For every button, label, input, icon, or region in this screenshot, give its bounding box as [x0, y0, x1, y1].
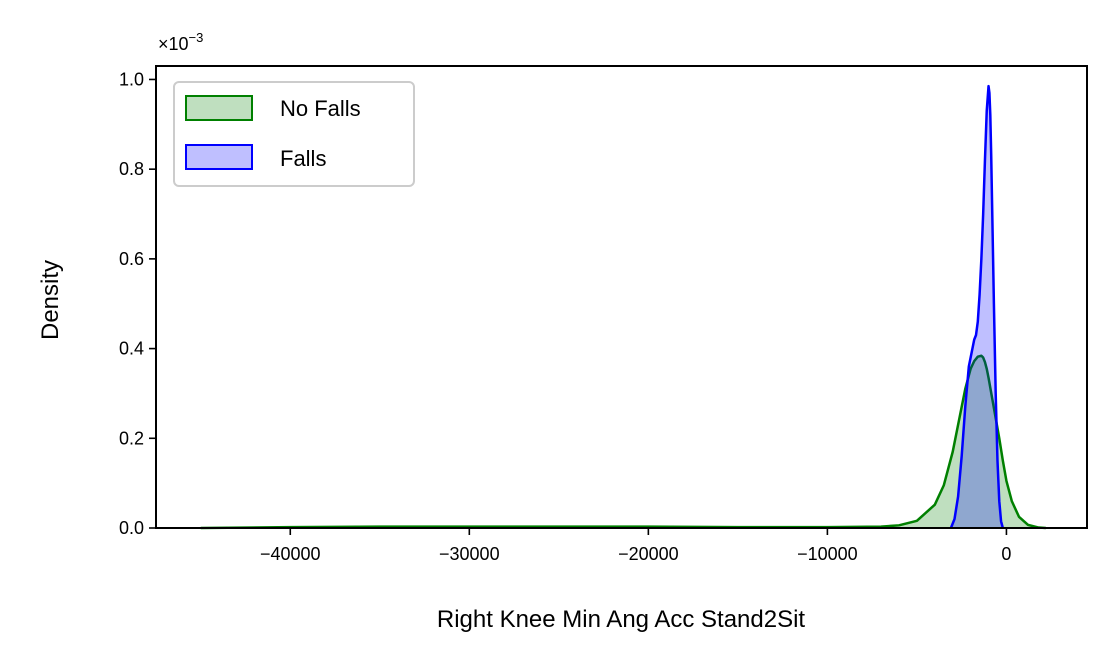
- series-area-falls: [950, 86, 1003, 529]
- y-tick-label: 0.4: [119, 339, 144, 359]
- y-tick-label: 0.0: [119, 518, 144, 538]
- y-tick-label: 1.0: [119, 69, 144, 89]
- series-area-no-falls: [200, 355, 1046, 528]
- legend-swatch-no-falls: [185, 95, 253, 121]
- axes-frame: [155, 65, 1088, 529]
- y-offset-base: ×10: [158, 34, 189, 54]
- x-tick-label: 0: [1001, 544, 1011, 564]
- x-axis-label: Right Knee Min Ang Acc Stand2Sit: [437, 606, 806, 633]
- legend-label-no-falls: No Falls: [280, 96, 361, 121]
- legend: No Falls Falls: [173, 81, 415, 187]
- y-axis-label: Density: [37, 260, 64, 340]
- series-line-no-falls: [200, 354, 1046, 530]
- series-line-falls: [949, 84, 1005, 529]
- y-offset-exponent: −3: [189, 30, 204, 45]
- y-axis: 0.0 0.2 0.4 0.6 0.8 1.0: [119, 69, 156, 538]
- y-offset-label: ×10−3: [158, 30, 203, 54]
- y-tick-label: 0.8: [119, 159, 144, 179]
- series-layer: [200, 84, 1046, 530]
- legend-box: [173, 81, 415, 187]
- x-axis: −40000 −30000 −20000 −10000 0: [260, 528, 1011, 564]
- legend-swatch-falls: [185, 144, 253, 170]
- x-tick-label: −20000: [618, 544, 679, 564]
- x-tick-label: −10000: [797, 544, 858, 564]
- x-tick-label: −30000: [439, 544, 500, 564]
- x-tick-label: −40000: [260, 544, 321, 564]
- y-tick-label: 0.2: [119, 428, 144, 448]
- y-tick-label: 0.6: [119, 249, 144, 269]
- legend-label-falls: Falls: [280, 146, 326, 171]
